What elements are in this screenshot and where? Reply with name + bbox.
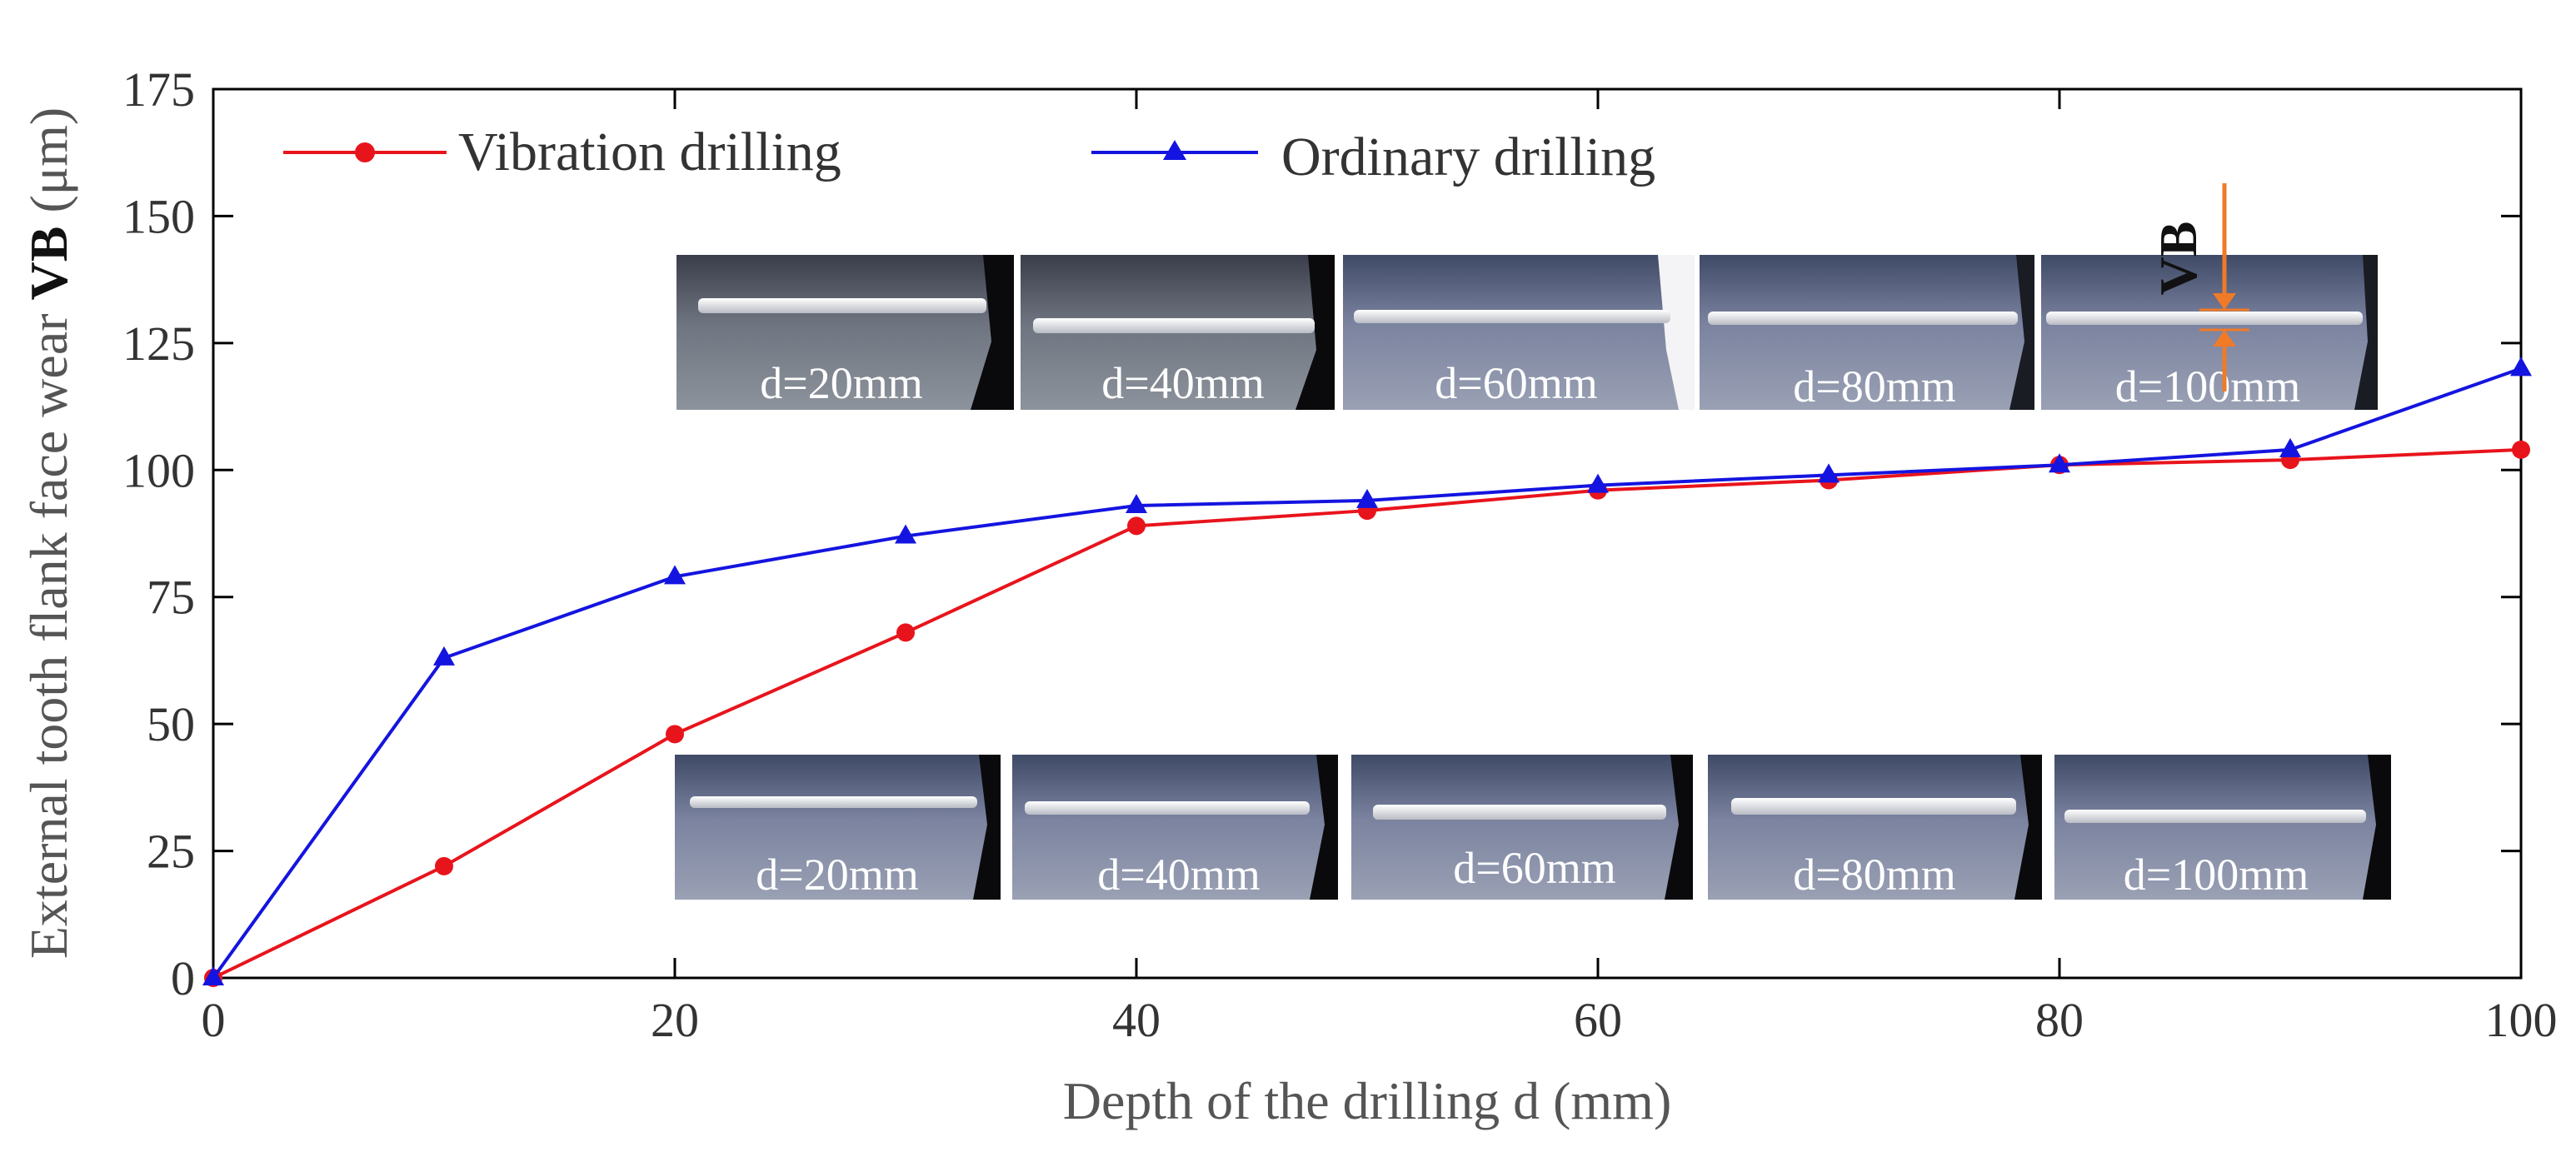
legend-item-vibration: Vibration drilling: [283, 122, 841, 182]
y-tick-label: 150: [122, 189, 195, 243]
x-tick-label: 60: [1574, 993, 1622, 1047]
svg-text:d=40mm: d=40mm: [1097, 850, 1260, 900]
data-point: [1356, 488, 1378, 508]
x-tick-label: 0: [202, 993, 226, 1047]
legend-item-ordinary: Ordinary drilling: [1091, 127, 1655, 187]
data-point: [896, 623, 915, 642]
svg-text:d=40mm: d=40mm: [1101, 358, 1264, 408]
data-point: [435, 856, 453, 875]
inset-bottom-1: d=20mm: [675, 755, 1001, 900]
series-layer: [202, 357, 2532, 987]
x-axis-label: Depth of the drilling d (mm): [1063, 1071, 1672, 1130]
data-point: [2279, 437, 2301, 457]
y-tick-label: 175: [122, 62, 195, 117]
data-point: [1127, 516, 1146, 536]
inset-top-2: d=40mm: [1021, 255, 1335, 410]
y-axis: 0 25 50 75 100 125 150 175: [122, 62, 2521, 1005]
inset-top-4: d=80mm: [1700, 255, 2034, 411]
x-tick-label: 100: [2485, 993, 2558, 1047]
inset-bottom-4: d=80mm: [1708, 755, 2042, 900]
svg-text:d=100mm: d=100mm: [2115, 362, 2300, 411]
svg-text:Ordinary drilling: Ordinary drilling: [1281, 127, 1655, 187]
data-point: [433, 646, 455, 666]
x-tick-label: 80: [2035, 993, 2084, 1047]
svg-text:d=80mm: d=80mm: [1793, 362, 1955, 411]
y-tick-label: 100: [122, 443, 195, 497]
inset-top-5: d=100mm: [2041, 255, 2378, 411]
y-tick-label: 25: [147, 825, 195, 879]
svg-text:Vibration drilling: Vibration drilling: [458, 122, 841, 182]
data-point: [666, 725, 684, 744]
data-point: [1818, 463, 1840, 483]
y-tick-label: 50: [147, 697, 195, 751]
y-tick-label: 125: [122, 317, 195, 371]
inset-images-vibration: d=20mm d=40mm d=60mm d=80mm d=100mm: [675, 755, 2391, 900]
y-tick-label: 0: [171, 951, 195, 1005]
inset-images-ordinary: d=20mm d=40mm d=60mm d=80mm d=100mm: [676, 255, 2378, 411]
y-tick-label: 75: [147, 571, 195, 625]
legend: Vibration drilling Ordinary drilling: [283, 122, 1655, 187]
data-point: [1126, 493, 1147, 513]
y-axis-label: External tooth flank face wear VB (μm): [19, 107, 78, 959]
series-vibration-drilling: [204, 440, 2530, 987]
x-tick-label: 20: [651, 993, 699, 1047]
data-point: [2510, 357, 2532, 377]
x-tick-label: 40: [1112, 993, 1161, 1047]
vb-marker: VB: [2149, 183, 2249, 391]
svg-text:d=20mm: d=20mm: [756, 850, 918, 900]
svg-text:d=60mm: d=60mm: [1435, 358, 1597, 408]
inset-top-1: d=20mm: [676, 255, 1014, 410]
data-point: [202, 966, 224, 985]
data-point: [2049, 453, 2070, 473]
inset-top-3: d=60mm: [1343, 255, 1695, 410]
svg-text:d=100mm: d=100mm: [2124, 850, 2309, 900]
series-ordinary-drilling: [202, 357, 2532, 985]
svg-text:d=20mm: d=20mm: [760, 358, 922, 408]
svg-text:d=80mm: d=80mm: [1793, 850, 1955, 900]
svg-text:VB: VB: [2149, 222, 2208, 296]
data-point: [2512, 440, 2530, 459]
data-point: [664, 565, 686, 585]
plot-frame: [212, 87, 2523, 980]
data-point: [895, 524, 916, 544]
data-point: [1587, 473, 1609, 493]
inset-bottom-5: d=100mm: [2054, 755, 2391, 900]
svg-text:d=60mm: d=60mm: [1453, 843, 1615, 893]
x-axis: 0 20 40 60 80 100: [202, 89, 2558, 1047]
inset-bottom-2: d=40mm: [1012, 755, 1338, 900]
inset-bottom-3: d=60mm: [1351, 755, 1693, 900]
